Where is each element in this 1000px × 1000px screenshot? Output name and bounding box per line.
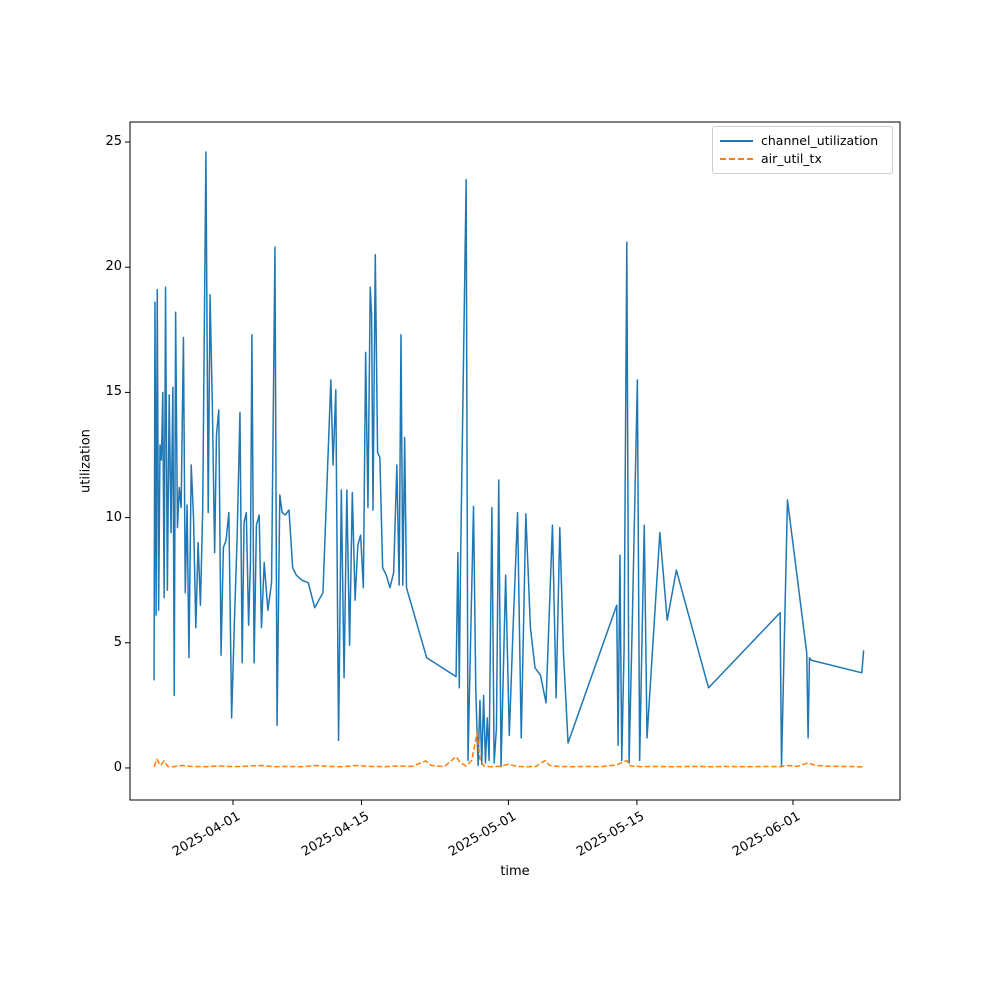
y-tick-label: 15 [105, 384, 122, 400]
legend: channel_utilization air_util_tx [712, 126, 893, 174]
y-tick-label: 10 [105, 509, 122, 525]
legend-dashed-line-sample [720, 158, 753, 160]
x-axis-label: time [500, 864, 530, 879]
legend-label: channel_utilization [761, 133, 879, 148]
legend-label: air_util_tx [761, 151, 822, 166]
y-tick-label: 25 [105, 134, 122, 150]
air-util-tx-line [153, 732, 864, 768]
y-axis-label: utilization [78, 429, 94, 493]
legend-item: channel_utilization [720, 132, 884, 150]
channel-utilization-line [153, 151, 865, 768]
tick-marks [125, 141, 794, 805]
y-tick-label: 5 [113, 634, 122, 650]
legend-item: air_util_tx [720, 150, 884, 168]
plot-frame [129, 121, 901, 801]
y-tick-label: 0 [113, 759, 122, 775]
legend-solid-line-sample [720, 140, 753, 142]
y-tick-label: 20 [105, 259, 122, 275]
